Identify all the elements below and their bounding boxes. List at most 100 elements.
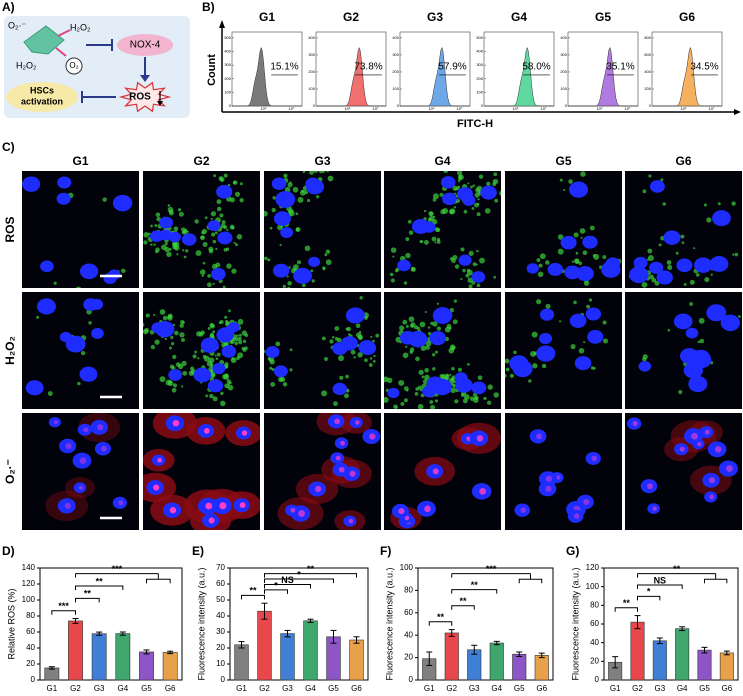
bracket xyxy=(451,589,498,594)
nucleus-spot xyxy=(340,440,345,446)
green-signal xyxy=(179,323,184,328)
green-signal xyxy=(476,283,481,288)
green-signal xyxy=(570,344,576,350)
green-signal xyxy=(215,247,218,251)
green-signal xyxy=(436,227,441,233)
green-signal xyxy=(197,357,200,360)
green-signal xyxy=(313,171,319,173)
column-label: G3 xyxy=(314,154,330,168)
green-signal xyxy=(545,260,550,265)
bar xyxy=(630,621,645,681)
green-signal xyxy=(641,281,648,288)
error-bar xyxy=(612,656,619,669)
green-signal xyxy=(166,251,172,258)
green-signal xyxy=(530,350,536,357)
arrow-head xyxy=(219,20,225,28)
nucleus xyxy=(576,494,594,510)
nucleus xyxy=(432,307,453,324)
nucleus xyxy=(332,382,348,396)
green-signal xyxy=(207,326,211,330)
green-signal xyxy=(225,247,230,251)
nucleus xyxy=(539,333,553,345)
error-bar xyxy=(426,651,433,666)
green-signal xyxy=(513,350,517,355)
micrograph xyxy=(264,171,381,288)
nucleus-spot xyxy=(208,517,215,524)
nucleus xyxy=(217,231,233,245)
green-signal xyxy=(472,184,476,187)
x-tick-label: G2 xyxy=(446,684,457,693)
x-tick-label: G6 xyxy=(165,684,176,693)
column-label: G6 xyxy=(675,154,691,168)
green-signal xyxy=(642,189,647,194)
green-signal xyxy=(155,247,160,253)
green-signal xyxy=(369,357,373,360)
nucleus-spot xyxy=(53,420,59,425)
nucleus xyxy=(293,267,313,284)
green-signal xyxy=(269,226,273,230)
green-signal xyxy=(452,185,458,191)
histogram xyxy=(484,46,554,107)
y-tick-label: 120 xyxy=(586,563,600,572)
bracket xyxy=(75,585,124,590)
green-signal xyxy=(231,357,235,361)
schematic-text: H₂O₂ xyxy=(16,60,37,70)
error-bar xyxy=(284,629,291,638)
nucleus-spot xyxy=(290,507,296,513)
green-signal xyxy=(219,213,224,218)
green-signal xyxy=(651,277,657,283)
green-signal xyxy=(474,395,479,401)
nucleus xyxy=(526,263,539,274)
panel-label: D) xyxy=(2,544,15,558)
nucleus xyxy=(706,304,727,322)
bar xyxy=(115,633,131,681)
green-signal xyxy=(214,231,218,235)
green-signal xyxy=(242,339,247,343)
green-signal xyxy=(88,321,92,325)
nucleus xyxy=(440,176,456,189)
significance-label: *** xyxy=(486,564,497,574)
green-signal xyxy=(375,333,380,338)
nucleus-spot xyxy=(157,457,162,463)
green-signal xyxy=(235,243,238,247)
group-bracket xyxy=(704,578,728,584)
green-signal xyxy=(372,360,376,363)
nucleus-spot xyxy=(704,429,710,435)
x-tick-label: G1 xyxy=(46,684,57,693)
y-axis-label: Fluorescence intensity (a.u.) xyxy=(570,567,580,680)
nucleus-spot xyxy=(334,418,341,425)
green-signal xyxy=(237,352,244,359)
micrograph-bg xyxy=(505,292,622,409)
group-label: G2 xyxy=(343,10,359,24)
y-tick-label: 20 xyxy=(404,653,413,662)
x-tick-label: G3 xyxy=(94,684,105,693)
micrograph xyxy=(625,292,742,409)
green-signal xyxy=(573,232,579,238)
nucleus-spot xyxy=(349,470,356,477)
green-signal xyxy=(415,356,420,362)
nucleus xyxy=(73,482,87,494)
green-signal xyxy=(697,340,700,344)
micrograph xyxy=(143,292,260,409)
x-tick-label: G5 xyxy=(699,684,710,693)
green-signal xyxy=(681,241,685,245)
micrograph xyxy=(384,292,501,409)
green-signal xyxy=(200,235,204,239)
hsc-ellipse xyxy=(6,82,78,112)
green-signal xyxy=(536,299,542,305)
x-tick-label: G4 xyxy=(305,684,316,693)
green-signal xyxy=(327,175,334,182)
nucleus xyxy=(457,187,473,201)
y-tick-label: 20 xyxy=(590,656,599,665)
error-bar xyxy=(471,644,478,655)
green-signal xyxy=(198,332,204,337)
green-signal xyxy=(239,197,244,203)
green-signal xyxy=(505,358,510,364)
green-signal xyxy=(505,367,510,372)
schematic-text: O₂·⁻ xyxy=(8,20,26,30)
green-signal xyxy=(120,268,126,274)
green-signal xyxy=(172,354,177,360)
error-bar xyxy=(307,618,314,623)
tick-label: 10⁶ xyxy=(428,106,434,111)
nucleus-spot xyxy=(83,427,89,433)
